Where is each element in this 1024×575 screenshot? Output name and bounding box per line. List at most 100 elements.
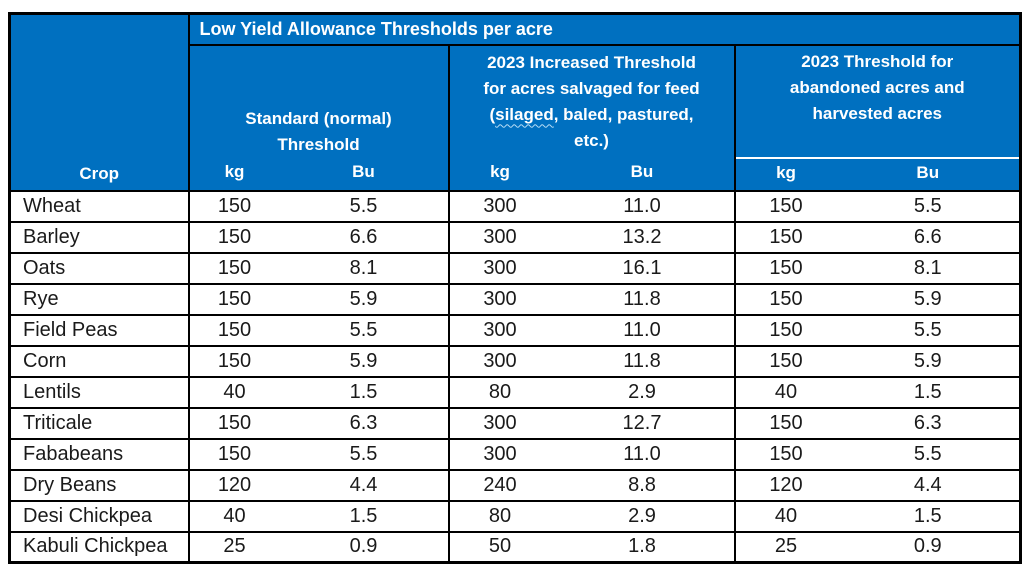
group-increased-line4: etc.) bbox=[574, 130, 609, 150]
title-row: Crop Low Yield Allowance Thresholds per … bbox=[9, 13, 1021, 191]
crop-cell: Lentils bbox=[9, 375, 190, 408]
group-abandoned-line2: abandoned acres and bbox=[789, 77, 965, 97]
standard-bu-cell: 5.5 bbox=[279, 313, 450, 346]
standard-kg-cell: 150 bbox=[188, 189, 280, 222]
table-row: Kabuli Chickpea 25 0.9 50 1.8 25 0.9 bbox=[9, 530, 1021, 563]
standard-bu-cell: 5.5 bbox=[279, 189, 450, 222]
standard-kg-cell: 40 bbox=[188, 499, 280, 532]
group-header-2023-increased-threshold: 2023 Increased Threshold for acres salva… bbox=[448, 44, 736, 158]
table-row: Fababeans 150 5.5 300 11.0 150 5.5 bbox=[9, 437, 1021, 470]
increased-bu-cell: 1.8 bbox=[550, 530, 736, 563]
increased-kg-cell: 300 bbox=[448, 437, 551, 470]
line3-rest-text: , baled, pastured, bbox=[553, 104, 694, 124]
standard-kg-cell: 150 bbox=[188, 313, 280, 346]
abandoned-kg-cell: 120 bbox=[734, 468, 837, 501]
increased-kg-cell: 300 bbox=[448, 313, 551, 346]
abandoned-bu-cell: 6.6 bbox=[836, 220, 1021, 253]
standard-bu-cell: 4.4 bbox=[279, 468, 450, 501]
standard-kg-cell: 150 bbox=[188, 406, 280, 439]
standard-kg-cell: 120 bbox=[188, 468, 280, 501]
increased-kg-cell: 240 bbox=[448, 468, 551, 501]
table-row: Barley 150 6.6 300 13.2 150 6.6 bbox=[9, 220, 1021, 253]
abandoned-bu-cell: 6.3 bbox=[836, 406, 1021, 439]
increased-bu-cell: 11.8 bbox=[550, 282, 736, 315]
table-row: Rye 150 5.9 300 11.8 150 5.9 bbox=[9, 282, 1021, 315]
increased-bu-cell: 2.9 bbox=[550, 375, 736, 408]
crop-cell: Field Peas bbox=[9, 313, 190, 346]
crop-cell: Dry Beans bbox=[9, 468, 190, 501]
standard-bu-cell: 1.5 bbox=[279, 375, 450, 408]
paren-text: ( bbox=[489, 104, 496, 124]
standard-kg-header: kg bbox=[188, 157, 280, 191]
spellcheck-underlined-word: silaged bbox=[495, 104, 554, 124]
crop-cell: Wheat bbox=[9, 189, 190, 222]
table-row: Corn 150 5.9 300 11.8 150 5.9 bbox=[9, 344, 1021, 377]
crop-cell: Oats bbox=[9, 251, 190, 284]
crop-cell: Kabuli Chickpea bbox=[9, 530, 190, 563]
abandoned-bu-cell: 0.9 bbox=[836, 530, 1021, 563]
thresholds-table: Crop Low Yield Allowance Thresholds per … bbox=[8, 12, 1023, 564]
group-increased-line1: 2023 Increased Threshold bbox=[487, 52, 696, 72]
standard-kg-cell: 150 bbox=[188, 282, 280, 315]
standard-bu-cell: 5.9 bbox=[279, 344, 450, 377]
standard-bu-cell: 1.5 bbox=[279, 499, 450, 532]
abandoned-bu-cell: 5.5 bbox=[836, 189, 1021, 222]
increased-kg-cell: 300 bbox=[448, 220, 551, 253]
table-row: Triticale 150 6.3 300 12.7 150 6.3 bbox=[9, 406, 1021, 439]
abandoned-kg-cell: 150 bbox=[734, 406, 837, 439]
increased-kg-cell: 300 bbox=[448, 344, 551, 377]
group-increased-line3: (silaged, baled, pastured, bbox=[450, 102, 733, 128]
crop-column-header: Crop bbox=[9, 13, 190, 191]
group-abandoned-line1: 2023 Threshold for bbox=[801, 51, 954, 71]
unit-header-row: kg Bu kg Bu kg Bu bbox=[10, 157, 1021, 191]
abandoned-kg-cell: 150 bbox=[734, 313, 837, 346]
crop-cell: Rye bbox=[9, 282, 190, 315]
abandoned-kg-cell: 150 bbox=[734, 437, 837, 470]
increased-bu-cell: 11.0 bbox=[550, 313, 736, 346]
increased-kg-cell: 300 bbox=[448, 282, 551, 315]
increased-bu-cell: 11.0 bbox=[550, 189, 736, 222]
standard-bu-cell: 0.9 bbox=[279, 530, 450, 563]
abandoned-kg-header: kg bbox=[734, 157, 837, 191]
abandoned-kg-cell: 40 bbox=[734, 499, 837, 532]
increased-kg-cell: 80 bbox=[448, 499, 551, 532]
standard-bu-cell: 5.9 bbox=[279, 282, 450, 315]
table-title: Low Yield Allowance Thresholds per acre bbox=[188, 13, 1021, 46]
abandoned-kg-cell: 150 bbox=[734, 189, 837, 222]
increased-kg-cell: 300 bbox=[448, 189, 551, 222]
standard-bu-header: Bu bbox=[279, 157, 450, 191]
table-body: Wheat 150 5.5 300 11.0 150 5.5 Barley 15… bbox=[9, 189, 1021, 563]
increased-bu-cell: 11.0 bbox=[550, 437, 736, 470]
increased-bu-cell: 2.9 bbox=[550, 499, 736, 532]
standard-bu-cell: 8.1 bbox=[279, 251, 450, 284]
increased-kg-header: kg bbox=[448, 157, 551, 191]
crop-cell: Desi Chickpea bbox=[9, 499, 190, 532]
table-row: Field Peas 150 5.5 300 11.0 150 5.5 bbox=[9, 313, 1021, 346]
table-row: Dry Beans 120 4.4 240 8.8 120 4.4 bbox=[9, 468, 1021, 501]
standard-bu-cell: 6.6 bbox=[279, 220, 450, 253]
table-row: Wheat 150 5.5 300 11.0 150 5.5 bbox=[9, 189, 1021, 222]
increased-kg-cell: 300 bbox=[448, 406, 551, 439]
standard-bu-cell: 5.5 bbox=[279, 437, 450, 470]
abandoned-kg-cell: 150 bbox=[734, 251, 837, 284]
standard-kg-cell: 40 bbox=[188, 375, 280, 408]
increased-bu-cell: 13.2 bbox=[550, 220, 736, 253]
increased-bu-cell: 12.7 bbox=[550, 406, 736, 439]
abandoned-kg-cell: 40 bbox=[734, 375, 837, 408]
increased-bu-header: Bu bbox=[550, 157, 736, 191]
group-increased-line2: for acres salvaged for feed bbox=[483, 78, 700, 98]
table-row: Oats 150 8.1 300 16.1 150 8.1 bbox=[9, 251, 1021, 284]
standard-kg-cell: 150 bbox=[188, 437, 280, 470]
abandoned-kg-cell: 150 bbox=[734, 220, 837, 253]
abandoned-bu-cell: 5.9 bbox=[836, 344, 1021, 377]
abandoned-bu-cell: 5.5 bbox=[836, 437, 1021, 470]
group-standard-line2: Threshold bbox=[277, 134, 360, 154]
abandoned-bu-cell: 5.9 bbox=[836, 282, 1021, 315]
crop-cell: Fababeans bbox=[9, 437, 190, 470]
standard-kg-cell: 25 bbox=[188, 530, 280, 563]
increased-kg-cell: 80 bbox=[448, 375, 551, 408]
standard-kg-cell: 150 bbox=[188, 344, 280, 377]
abandoned-bu-cell: 1.5 bbox=[836, 499, 1021, 532]
group-standard-line1: Standard (normal) bbox=[245, 108, 392, 128]
